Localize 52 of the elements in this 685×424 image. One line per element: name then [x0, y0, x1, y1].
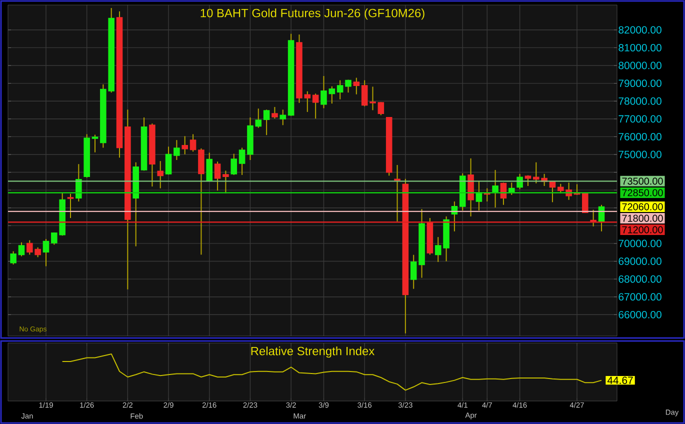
y-tick-label: 69000.00 — [618, 258, 662, 265]
candlestick — [198, 148, 204, 256]
chart-title: Relative Strength Index — [251, 346, 374, 358]
chart-title: 10 BAHT Gold Futures Jun-26 (GF10M26) — [200, 8, 424, 20]
candlestick — [336, 80, 344, 100]
y-tick-label: 67000.00 — [618, 293, 662, 301]
candlestick — [214, 161, 221, 192]
candlestick — [67, 193, 74, 219]
candlestick — [304, 90, 311, 112]
candlestick — [190, 134, 196, 152]
candlestick — [320, 76, 327, 109]
candlestick — [238, 147, 246, 176]
candlestick — [182, 136, 188, 155]
candlestick — [345, 79, 352, 94]
candlestick — [10, 250, 16, 265]
candlestick — [42, 238, 50, 267]
annotation: 44.67 — [607, 376, 633, 384]
text: 72060.00 — [622, 203, 663, 210]
ref-line-label: 71200.00 — [622, 226, 663, 234]
y-tick-label: 82000.00 — [618, 26, 662, 34]
ref-line-label: 71800.00 — [622, 214, 663, 222]
y-tick-label: 68000.00 — [618, 275, 662, 283]
y-tick-label: 79000.00 — [618, 80, 662, 88]
candlestick — [353, 77, 360, 95]
candlestick — [92, 134, 98, 153]
candlestick — [410, 254, 417, 290]
y-tick-label: 70000.00 — [618, 240, 662, 248]
y-tick-label: 78000.00 — [618, 97, 662, 105]
candlestick — [222, 170, 229, 194]
candlestick — [18, 242, 25, 257]
candlestick — [230, 153, 238, 176]
candlestick — [280, 109, 286, 126]
candlestick — [361, 80, 368, 107]
candlestick — [272, 106, 278, 120]
candlestick — [378, 101, 384, 116]
y-tick-label: 75000.00 — [618, 150, 662, 158]
y-tick-label: 77000.00 — [618, 115, 662, 123]
y-tick-label: 80000.00 — [618, 62, 662, 70]
candlestick — [174, 140, 180, 160]
candlestick — [328, 86, 336, 104]
y-tick-label: 81000.00 — [618, 44, 662, 52]
ref-line-label: 72850.00 — [622, 189, 663, 196]
candlestick — [492, 169, 498, 208]
ref-line-label: 73500.00 — [622, 178, 663, 185]
candlestick — [206, 152, 213, 182]
candlestick — [263, 109, 270, 136]
candlestick — [370, 86, 376, 111]
candlestick — [157, 160, 164, 189]
candlestick — [165, 146, 172, 176]
candlestick — [312, 93, 319, 120]
y-tick-label: 66000.00 — [618, 310, 662, 318]
y-tick-label: 76000.00 — [618, 132, 662, 140]
